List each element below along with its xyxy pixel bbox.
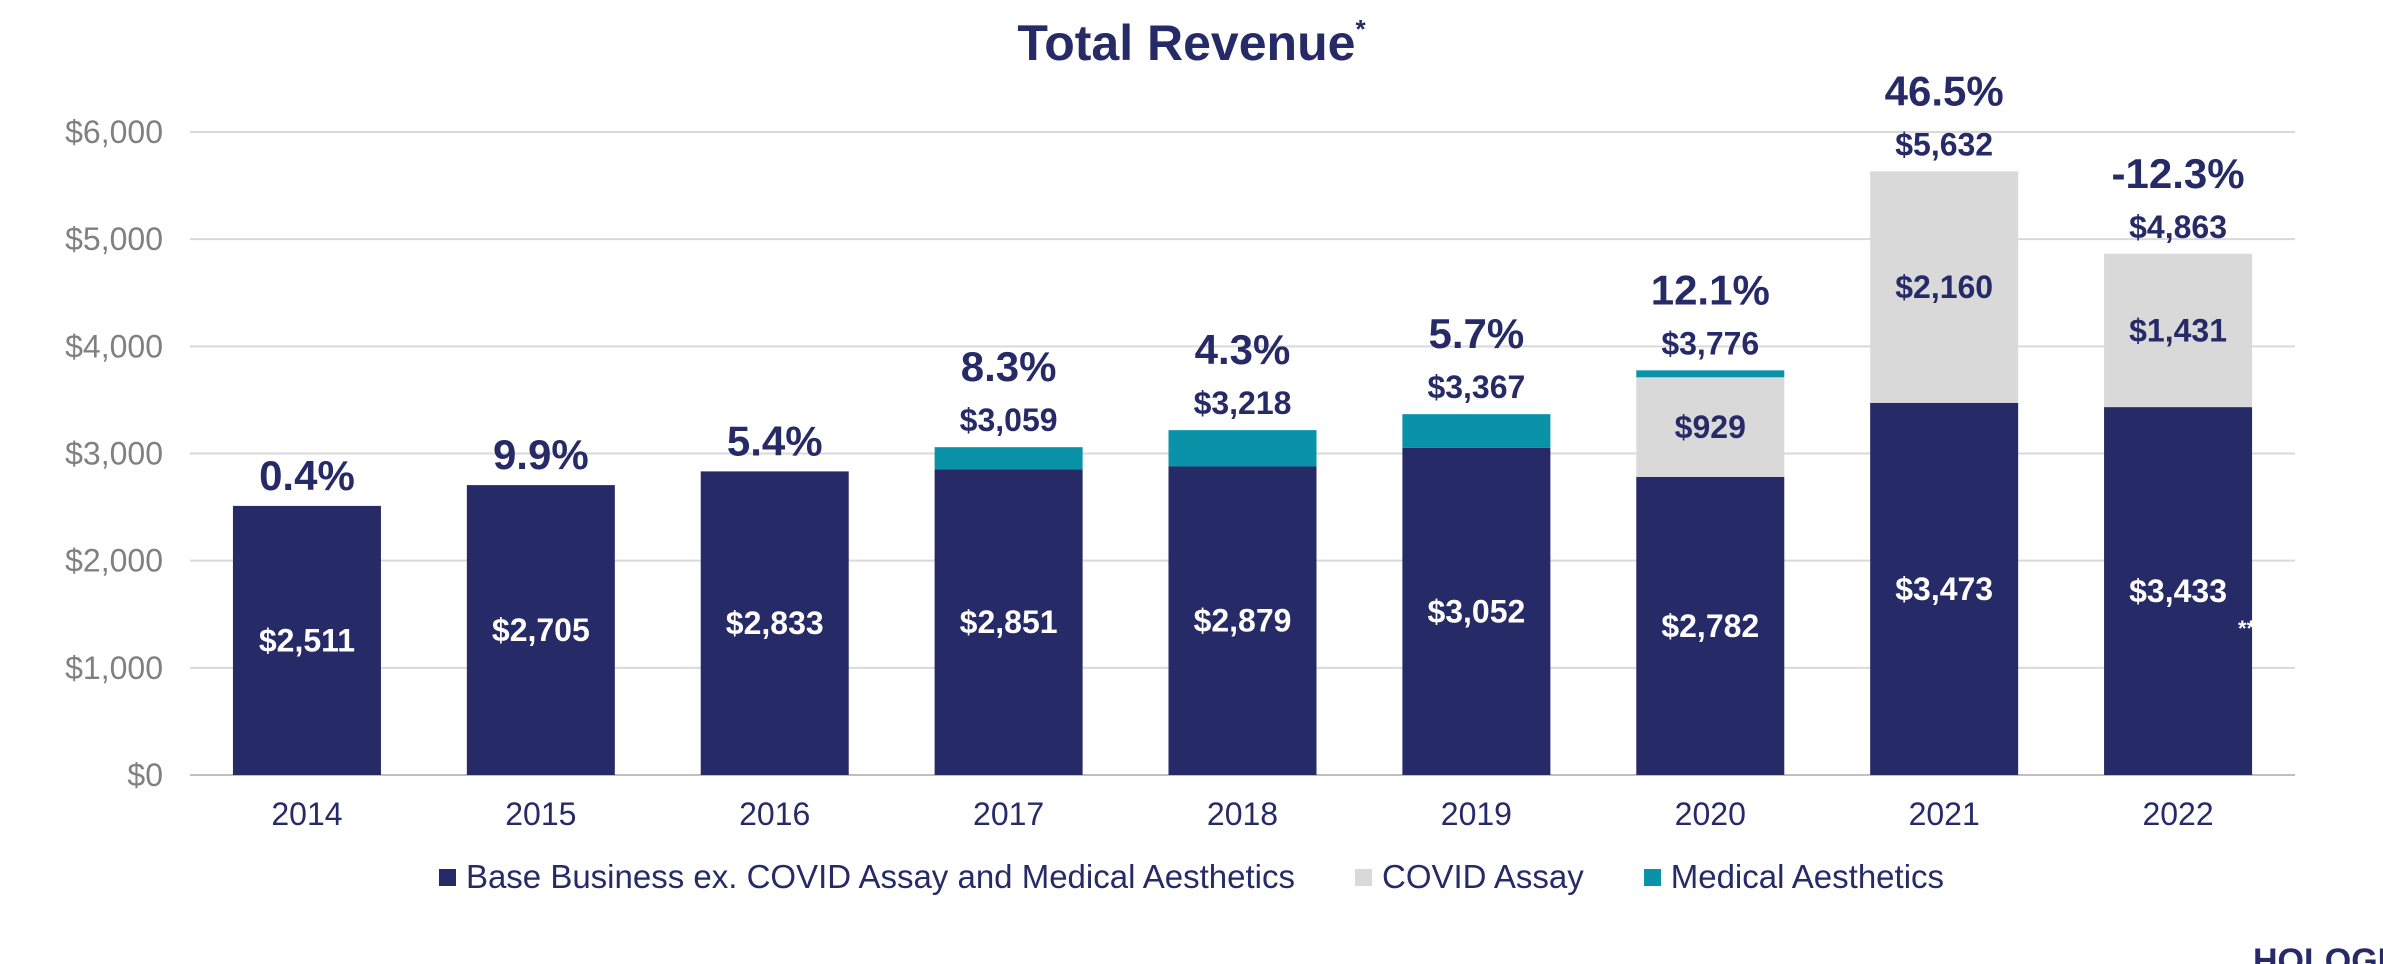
bar-segment [1870,171,2019,403]
y-tick-label: $6,000 [65,114,163,150]
bar-segment [1636,476,1785,775]
bar-value-label: $3,433 [2129,573,2227,609]
bar-segment [2104,253,2253,408]
y-tick-label: $0 [127,757,163,793]
bar-segment [1402,447,1551,775]
growth-label: 46.5% [1885,67,2004,114]
legend-label-covid-assay: COVID Assay [1382,858,1584,895]
bar-value-label: $3,473 [1895,571,1993,607]
bar-segment [1168,466,1317,775]
y-tick-label: $1,000 [65,650,163,686]
x-tick-label: 2020 [1675,796,1746,832]
legend-swatch-medical-aesthetics [1643,868,1661,886]
total-label: $5,632 [1895,126,1993,162]
x-tick-label: 2019 [1441,796,1512,832]
bar-value-label: $2,782 [1661,608,1759,644]
growth-label: 4.3% [1195,326,1291,373]
title-footnote-marker: * [1355,14,1366,44]
bar-value-label: $2,705 [492,612,590,648]
total-label: $3,776 [1661,325,1759,361]
growth-label: 5.7% [1429,310,1525,357]
footnote-marker: ** [2238,616,2256,641]
bar-segment [2104,407,2253,775]
x-tick-label: 2021 [1909,796,1980,832]
growth-label: 9.9% [493,431,589,478]
y-tick-label: $2,000 [65,543,163,579]
bar-value-label: $1,431 [2129,312,2227,348]
total-label: $4,863 [2129,209,2227,245]
x-tick-label: 2016 [739,796,810,832]
bar-segment [934,447,1083,470]
bar-segment [934,469,1083,775]
growth-label: 12.1% [1651,266,1770,313]
bar-value-label: $929 [1675,409,1746,445]
y-tick-label: $3,000 [65,436,163,472]
bar-segment [1636,377,1785,477]
x-tick-label: 2014 [271,796,342,832]
legend-swatch-base-business [438,868,456,886]
chart-title: Total Revenue* [1017,14,1366,71]
growth-label: -12.3% [2112,150,2245,197]
legend-swatch-covid-assay [1355,868,1372,886]
bar-segment [1870,402,2019,775]
bar-segment [1168,430,1317,467]
bar-segment [700,471,849,775]
bar-segment [1402,414,1551,448]
logo-fragment: HOLOGIC [2253,944,2383,964]
total-label: $3,218 [1194,385,1292,421]
y-tick-label: $4,000 [65,328,163,364]
x-tick-label: 2018 [1207,796,1278,832]
growth-label: 0.4% [259,452,355,499]
bar-value-label: $2,511 [259,622,355,658]
legend: Base Business ex. COVID Assay and Medica… [0,858,2383,896]
bar-segment [232,505,381,775]
x-tick-label: 2015 [505,796,576,832]
legend-item-medical-aesthetics: Medical Aesthetics [1643,858,1945,896]
bar-value-label: $2,833 [726,605,824,641]
bar-value-label: $2,851 [960,604,1058,640]
y-tick-label: $5,000 [65,221,163,257]
legend-item-base-business: Base Business ex. COVID Assay and Medica… [438,858,1295,896]
growth-label: 8.3% [961,343,1057,390]
bar-value-label: $2,879 [1194,603,1292,639]
x-tick-label: 2017 [973,796,1044,832]
legend-label-medical-aesthetics: Medical Aesthetics [1670,858,1945,895]
total-label: $3,059 [960,402,1058,438]
bar-value-label: $2,160 [1895,269,1993,305]
bar-segment [466,485,615,775]
legend-item-covid-assay: COVID Assay [1355,858,1584,896]
x-tick-label: 2022 [2142,796,2213,832]
bar-value-label: $3,052 [1427,593,1525,629]
bar-segment [1636,370,1785,378]
growth-label: 5.4% [727,417,823,464]
legend-label-base-business: Base Business ex. COVID Assay and Medica… [465,858,1295,895]
total-label: $3,367 [1427,369,1525,405]
